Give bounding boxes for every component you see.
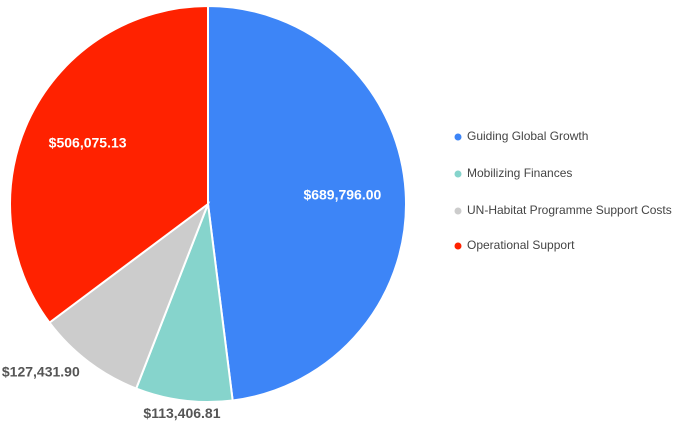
- slice-label: $506,075.13: [49, 134, 127, 150]
- legend-label: UN-Habitat Programme Support Costs: [467, 203, 672, 217]
- legend-swatch: [454, 170, 462, 178]
- legend-swatch: [454, 133, 462, 141]
- pie-slice: [9, 4, 209, 325]
- pie-slice: [207, 4, 407, 402]
- pie-slice: [134, 203, 234, 403]
- legend-swatch: [454, 207, 462, 215]
- slice-label: $113,406.81: [143, 405, 220, 421]
- pie-slice: [48, 201, 211, 390]
- pie: $689,796.00 $113,406.81 $127,431.90 $506,07…: [2, 4, 407, 421]
- slice-label: $127,431.90: [2, 364, 80, 380]
- slice-label: $689,796.00: [303, 186, 381, 202]
- legend: Guiding Global Growth Mobilizing Finances…: [454, 129, 672, 252]
- legend-label: Operational Support: [467, 238, 575, 252]
- legend-label: Mobilizing Finances: [467, 166, 572, 180]
- legend-swatch: [454, 242, 462, 250]
- legend-label: Guiding Global Growth: [467, 129, 588, 143]
